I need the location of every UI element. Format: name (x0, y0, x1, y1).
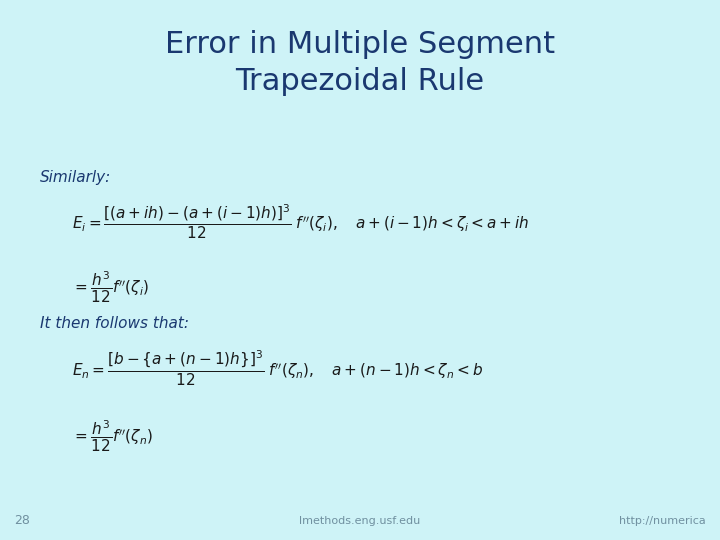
Text: http://numerica: http://numerica (619, 516, 706, 526)
Text: $= \dfrac{h^3}{12} f''(\zeta_i)$: $= \dfrac{h^3}{12} f''(\zeta_i)$ (72, 270, 149, 306)
Text: $E_n = \dfrac{\left[b-\{a+(n-1)h\}\right]^3}{12}\; f''(\zeta_n), \quad a+(n-1)h : $E_n = \dfrac{\left[b-\{a+(n-1)h\}\right… (72, 348, 483, 388)
Text: 28: 28 (14, 514, 30, 526)
Text: Error in Multiple Segment: Error in Multiple Segment (165, 30, 555, 59)
Text: $= \dfrac{h^3}{12} f''(\zeta_n)$: $= \dfrac{h^3}{12} f''(\zeta_n)$ (72, 418, 153, 454)
Text: Similarly:: Similarly: (40, 170, 111, 185)
Text: $E_i = \dfrac{\left[(a+ih)-(a+(i-1)h)\right]^3}{12}\; f''(\zeta_i), \quad a+(i-1: $E_i = \dfrac{\left[(a+ih)-(a+(i-1)h)\ri… (72, 202, 529, 241)
Text: Trapezoidal Rule: Trapezoidal Rule (235, 68, 485, 97)
Text: lmethods.eng.usf.edu: lmethods.eng.usf.edu (300, 516, 420, 526)
Text: It then follows that:: It then follows that: (40, 316, 189, 331)
